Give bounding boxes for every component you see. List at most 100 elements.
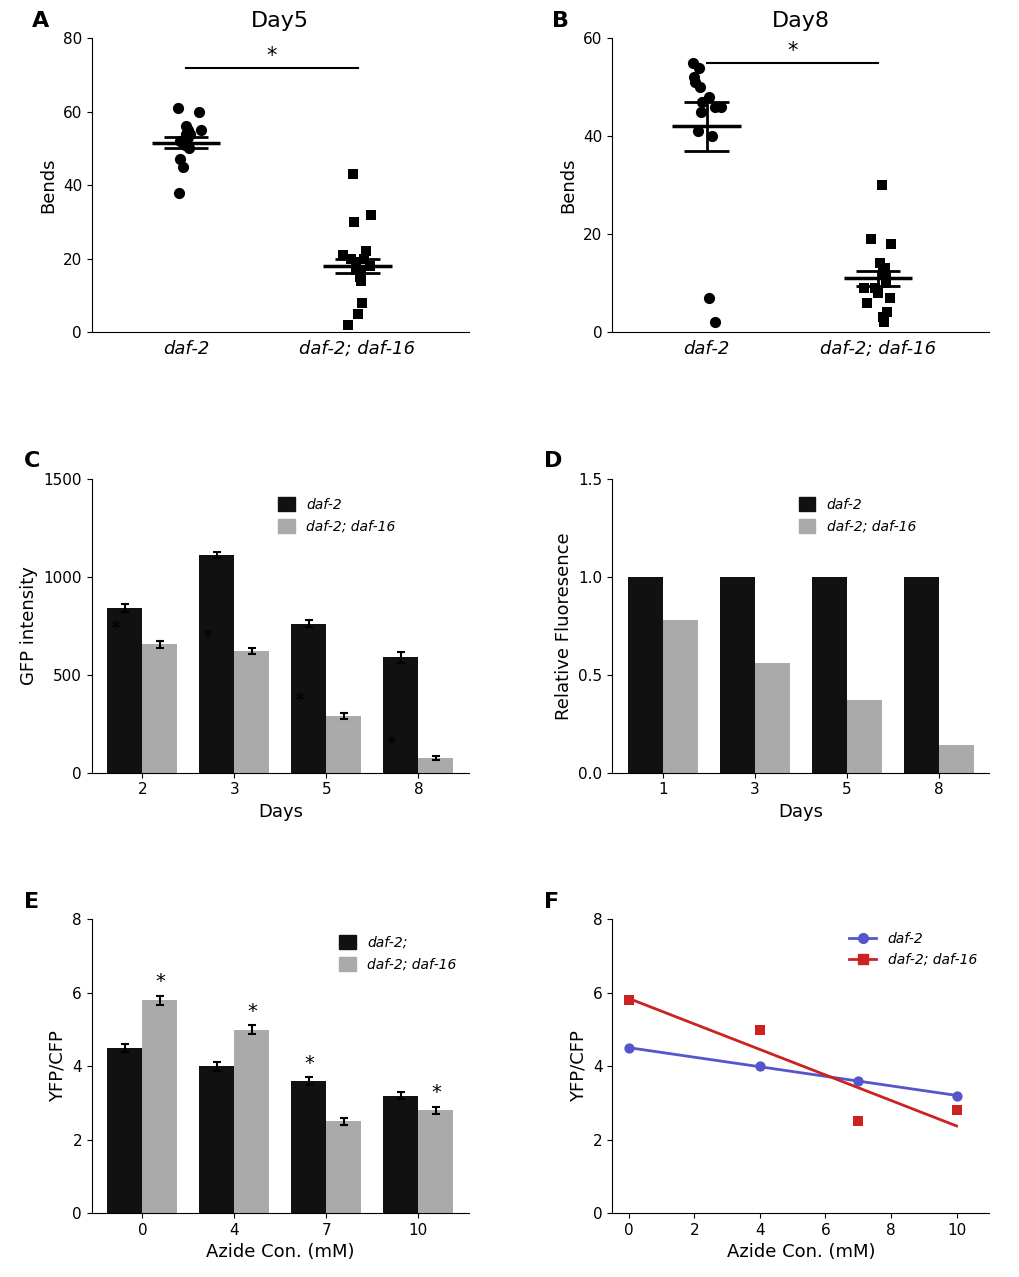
Text: B: B [551, 10, 569, 31]
Text: E: E [23, 891, 39, 912]
Bar [291, 1080, 326, 1213]
Point [170, 183, 186, 203]
Point [881, 287, 898, 308]
Point [620, 990, 636, 1010]
Text: F: F [544, 891, 559, 912]
Bar [383, 658, 418, 773]
Point [703, 126, 719, 147]
Point [363, 204, 379, 225]
Text: A: A [32, 10, 49, 31]
Bar [846, 700, 880, 773]
Bar [143, 645, 177, 773]
Y-axis label: Relative Fluoresence: Relative Fluoresence [554, 533, 573, 719]
X-axis label: Days: Days [777, 803, 822, 821]
Bar [662, 619, 697, 773]
Point [690, 57, 706, 78]
Point [693, 101, 709, 121]
Point [700, 87, 716, 107]
Bar [107, 1048, 143, 1213]
Point [706, 312, 722, 332]
Point [877, 268, 894, 289]
Point [172, 149, 189, 170]
Point [858, 292, 874, 313]
Point [620, 1038, 636, 1059]
Point [693, 92, 709, 112]
Bar [143, 1000, 177, 1213]
Point [875, 312, 892, 332]
Point [877, 303, 894, 323]
Point [700, 287, 716, 308]
Point [170, 98, 186, 119]
Point [872, 175, 889, 195]
Point [339, 314, 356, 335]
Text: D: D [544, 451, 562, 471]
Point [344, 163, 361, 184]
Point [690, 121, 706, 142]
Point [181, 124, 198, 144]
Bar [383, 1096, 418, 1213]
Point [176, 134, 193, 155]
Y-axis label: Bends: Bends [39, 157, 57, 213]
Y-axis label: YFP/CFP: YFP/CFP [569, 1031, 587, 1102]
Point [849, 1111, 865, 1131]
Point [871, 253, 888, 273]
Point [691, 77, 707, 97]
Title: Day8: Day8 [771, 11, 829, 31]
Text: *: * [266, 46, 277, 66]
Point [686, 72, 702, 92]
Point [179, 134, 196, 155]
Point [751, 1056, 767, 1077]
Point [855, 277, 871, 298]
Point [866, 277, 882, 298]
Point [361, 255, 377, 276]
Bar [200, 1066, 234, 1213]
Point [358, 241, 374, 262]
Point [191, 101, 207, 121]
Y-axis label: YFP/CFP: YFP/CFP [49, 1031, 66, 1102]
Legend: daf-2, daf-2; daf-16: daf-2, daf-2; daf-16 [793, 492, 920, 539]
Text: *: * [787, 41, 797, 61]
Bar [903, 577, 937, 773]
Y-axis label: Bends: Bends [559, 157, 577, 213]
Point [352, 267, 368, 287]
Point [353, 271, 369, 291]
Point [875, 258, 892, 278]
Y-axis label: GFP intensity: GFP intensity [20, 566, 38, 686]
Title: Day5: Day5 [251, 11, 309, 31]
Bar [326, 716, 361, 773]
Text: *: * [247, 1001, 257, 1020]
Point [868, 282, 884, 303]
Point [342, 248, 359, 269]
Point [356, 248, 372, 269]
Point [178, 124, 195, 144]
Point [751, 1019, 767, 1039]
Bar [107, 608, 143, 773]
Text: *: * [202, 627, 212, 645]
Bar [628, 577, 662, 773]
X-axis label: Azide Con. (mM): Azide Con. (mM) [206, 1244, 355, 1262]
Text: *: * [386, 733, 396, 752]
Legend: daf-2, daf-2; daf-16: daf-2, daf-2; daf-16 [843, 926, 981, 973]
Text: *: * [110, 619, 120, 638]
Point [193, 120, 209, 140]
Point [181, 138, 198, 158]
Point [862, 229, 878, 249]
Bar [200, 555, 234, 773]
Point [171, 130, 187, 151]
Bar [937, 746, 973, 773]
Bar [418, 757, 452, 773]
Point [180, 128, 197, 148]
Point [874, 263, 891, 283]
Point [685, 52, 701, 73]
Point [179, 120, 196, 140]
Bar [719, 577, 754, 773]
Point [873, 306, 890, 327]
Point [174, 157, 191, 178]
X-axis label: Days: Days [258, 803, 303, 821]
Text: *: * [155, 972, 165, 991]
Point [350, 304, 366, 324]
Point [345, 212, 362, 232]
Legend: daf-2, daf-2; daf-16: daf-2, daf-2; daf-16 [272, 492, 400, 539]
Point [353, 263, 369, 283]
Point [178, 116, 195, 137]
